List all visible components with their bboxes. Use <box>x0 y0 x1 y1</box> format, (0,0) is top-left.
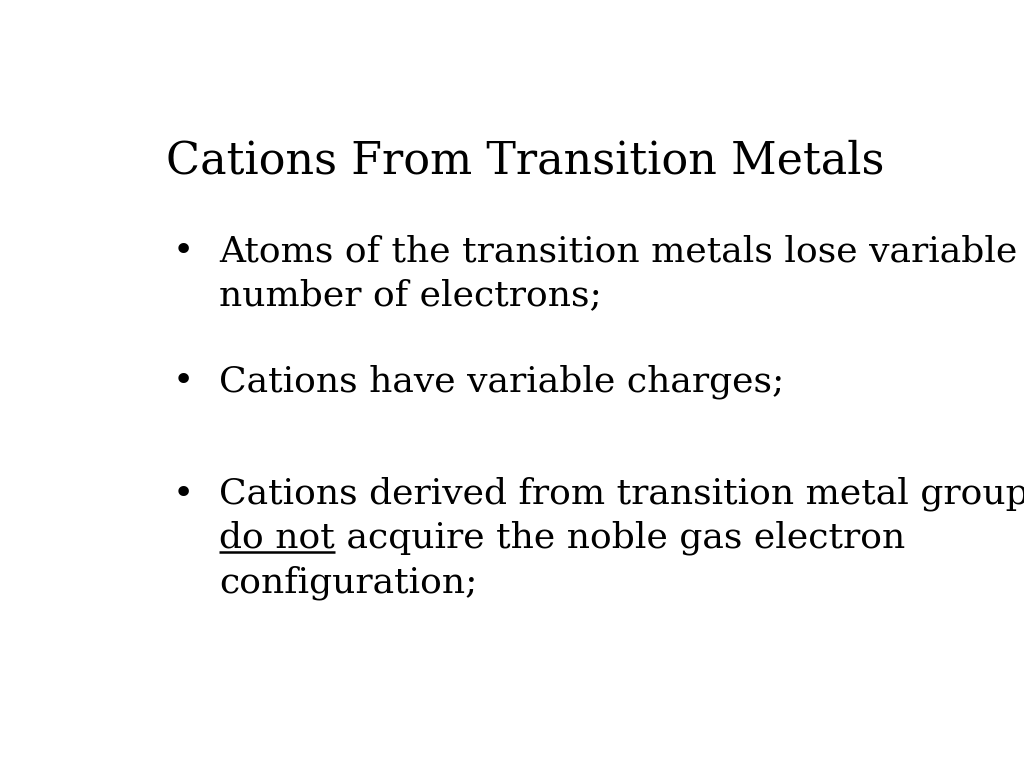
Text: acquire the noble gas electron: acquire the noble gas electron <box>335 521 905 555</box>
Text: •: • <box>173 364 195 398</box>
Text: •: • <box>173 234 195 268</box>
Text: Cations From Transition Metals: Cations From Transition Metals <box>166 140 884 183</box>
Text: do not: do not <box>219 521 335 555</box>
Text: Cations have variable charges;: Cations have variable charges; <box>219 364 784 399</box>
Text: Cations derived from transition metal group: Cations derived from transition metal gr… <box>219 476 1024 511</box>
Text: Atoms of the transition metals lose variable: Atoms of the transition metals lose vari… <box>219 234 1018 268</box>
Text: number of electrons;: number of electrons; <box>219 279 602 313</box>
Text: configuration;: configuration; <box>219 565 477 600</box>
Text: •: • <box>173 476 195 511</box>
